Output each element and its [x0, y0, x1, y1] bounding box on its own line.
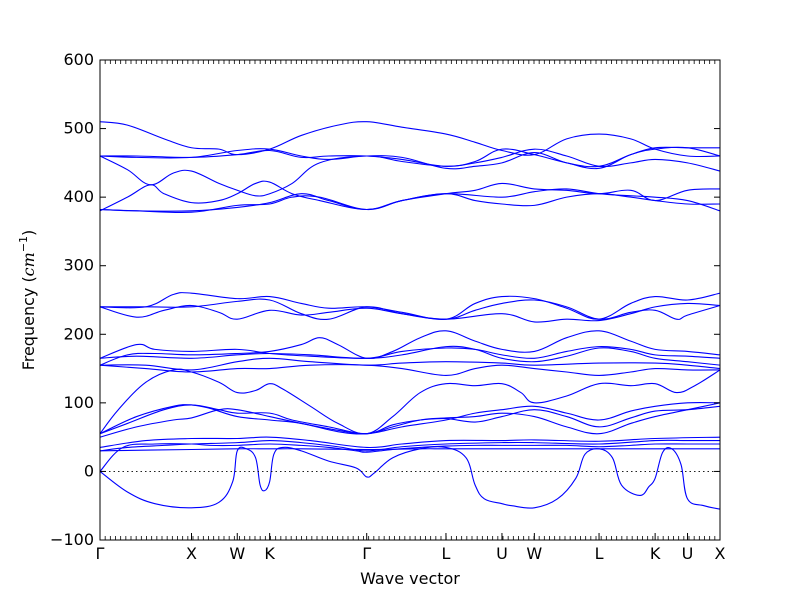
- y-tick-label: −100: [50, 530, 94, 549]
- x-tick-label: X: [186, 544, 197, 563]
- y-tick-label: 500: [63, 119, 94, 138]
- x-tick-label: Γ: [96, 544, 105, 563]
- band-line-17: [100, 298, 721, 323]
- x-tick-label: K: [264, 544, 275, 563]
- y-tick-label: 100: [63, 393, 94, 412]
- y-tick-label: 400: [63, 187, 94, 206]
- x-tick-label: U: [682, 544, 694, 563]
- band-line-24: [99, 121, 721, 158]
- band-line-14: [99, 364, 721, 376]
- x-tick-label: W: [229, 544, 245, 563]
- plot-background: [100, 60, 720, 540]
- plot-frame: [99, 59, 721, 541]
- x-tick-label: U: [496, 544, 508, 563]
- y-axis-title: Frequency (cm−1): [17, 230, 38, 371]
- y-axis-title-prefix: Frequency (: [19, 276, 38, 370]
- band-line-5: [99, 448, 720, 452]
- band-line-7: [99, 404, 721, 435]
- x-tick-label: L: [595, 544, 604, 563]
- y-axis-title-math: cm: [19, 252, 38, 276]
- x-tick-label: Γ: [362, 544, 371, 563]
- series-layer: [99, 121, 721, 510]
- band-line-4: [99, 436, 721, 449]
- band-line-13: [99, 357, 721, 371]
- band-line-12: [99, 343, 721, 366]
- x-tick-label: L: [441, 544, 450, 563]
- band-line-3: [99, 439, 720, 452]
- band-line-11: [99, 346, 721, 359]
- x-axis-title: Wave vector: [360, 569, 460, 588]
- band-line-9: [99, 402, 721, 438]
- band-line-23: [99, 146, 720, 170]
- x-tick-label: K: [650, 544, 661, 563]
- y-axis-title-sup: −1: [17, 236, 30, 252]
- y-tick-label: 300: [63, 256, 94, 275]
- y-tick-label: 600: [63, 50, 94, 69]
- band-line-8: [99, 368, 721, 435]
- band-line-10: [99, 330, 721, 366]
- x-tick-label: X: [715, 544, 726, 563]
- y-axis-title-suffix: ): [19, 230, 38, 236]
- y-tick-label: 0: [84, 461, 94, 480]
- band-line-20: [99, 188, 721, 212]
- y-tick-label: 200: [63, 324, 94, 343]
- x-tick-label: W: [526, 544, 542, 563]
